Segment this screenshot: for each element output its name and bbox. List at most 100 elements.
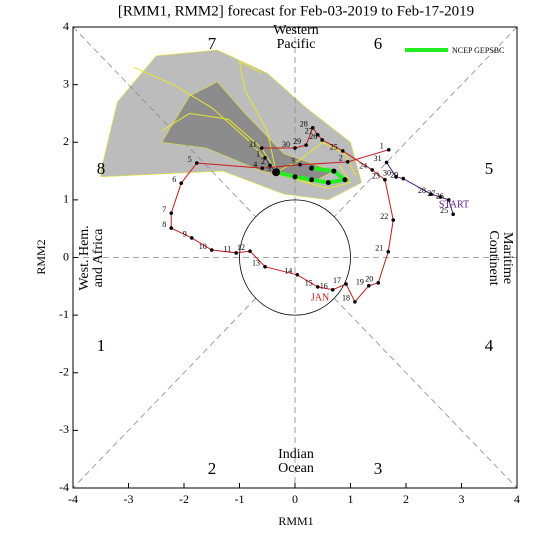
y-tick-label: 4 (63, 19, 69, 33)
day-label: 12 (237, 243, 245, 252)
point (293, 146, 297, 150)
phase-label: 7 (208, 34, 217, 53)
region-label: Western (273, 23, 319, 38)
day-label: 1 (256, 150, 260, 159)
y-tick-label: 3 (63, 76, 69, 90)
point (386, 249, 391, 254)
point (394, 175, 398, 179)
point (386, 147, 391, 152)
day-label: 3 (291, 157, 295, 166)
point (325, 180, 331, 186)
day-label: 29 (293, 137, 301, 146)
point (310, 126, 315, 130)
point (383, 177, 387, 182)
day-label: 30 (383, 169, 391, 178)
point (169, 211, 174, 215)
region-label: Pacific (277, 37, 316, 52)
y-tick-label: 0 (63, 249, 69, 263)
x-tick-label: -2 (179, 492, 189, 506)
point (451, 212, 455, 217)
day-label: 13 (252, 259, 260, 268)
point (315, 132, 320, 137)
point (370, 168, 374, 172)
plume (161, 81, 335, 183)
point (429, 192, 433, 196)
day-label: 4 (253, 160, 257, 169)
phase-label: 3 (374, 459, 383, 478)
x-tick-label: 1 (348, 492, 354, 506)
point (263, 156, 267, 160)
x-tick-label: -4 (68, 492, 78, 506)
y-tick-label: 2 (63, 134, 69, 148)
annotation: JAN (311, 292, 329, 303)
point (298, 162, 302, 167)
point (169, 226, 174, 230)
point (194, 161, 199, 165)
day-label: 25 (440, 206, 448, 215)
point (391, 218, 396, 222)
day-label: 7 (162, 205, 166, 214)
day-label: 5 (188, 155, 192, 164)
day-label: 28 (300, 120, 308, 129)
point (342, 177, 348, 183)
point (304, 143, 308, 147)
point (340, 149, 345, 153)
day-label: 3 (267, 164, 271, 173)
day-label: 23 (372, 172, 380, 181)
day-label: 22 (380, 212, 388, 221)
x-tick-label: -3 (124, 492, 134, 506)
member-line (133, 66, 277, 173)
day-label: 11 (223, 245, 231, 254)
region-label: Indian (278, 447, 314, 462)
region-label: and Africa (91, 228, 106, 287)
phase-label: 2 (208, 459, 217, 478)
day-label: 14 (284, 267, 292, 276)
diagonal (333, 297, 518, 489)
day-label: 26 (309, 132, 317, 141)
day-label: 19 (356, 278, 364, 287)
day-label: 8 (162, 220, 166, 229)
y-tick-label: -4 (59, 480, 69, 494)
point (295, 272, 300, 277)
phase-label: 4 (485, 336, 494, 355)
phase-label: 1 (97, 336, 106, 355)
day-label: 6 (172, 175, 176, 184)
point (309, 165, 315, 171)
point (320, 138, 324, 142)
point (234, 251, 238, 255)
point (263, 264, 267, 269)
region-label: Continent (486, 230, 501, 285)
x-tick-label: -1 (235, 492, 245, 506)
day-label: 24 (359, 162, 367, 171)
point (179, 181, 184, 185)
phase-label: 8 (97, 159, 106, 178)
day-label: 2 (339, 154, 343, 163)
x-axis-label: RMM1 (278, 514, 313, 528)
member-line (161, 112, 277, 173)
point (330, 287, 335, 292)
point (259, 146, 264, 150)
x-tick-label: 3 (459, 492, 465, 506)
diagonal (72, 26, 257, 218)
annotation: START (439, 199, 469, 210)
day-label: 2 (261, 157, 265, 166)
diagonal (333, 26, 518, 218)
day-label: 17 (333, 276, 341, 285)
point (376, 281, 381, 285)
member-line (275, 165, 352, 189)
day-label: 30 (282, 140, 290, 149)
day-label: 10 (199, 242, 207, 251)
region-label: Ocean (278, 461, 314, 476)
point (438, 195, 443, 199)
point (189, 236, 194, 240)
y-tick-label: 1 (63, 192, 69, 206)
day-label: 20 (365, 275, 373, 284)
point (353, 300, 357, 304)
day-label: 18 (342, 294, 350, 303)
point (401, 176, 406, 181)
y-tick-label: -3 (59, 422, 69, 436)
point (315, 285, 320, 289)
legend-label: NCEP GEPSBC (452, 46, 504, 55)
point (209, 248, 214, 252)
day-label: 27 (305, 127, 313, 136)
